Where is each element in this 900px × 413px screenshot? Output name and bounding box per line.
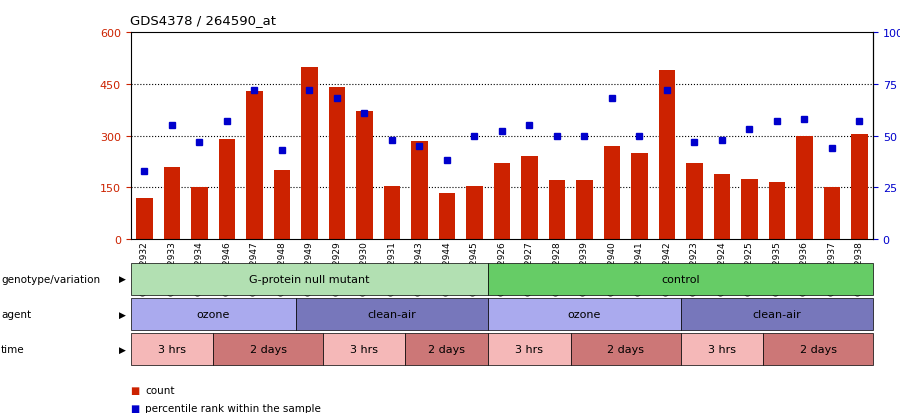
Bar <box>824 188 840 240</box>
Text: control: control <box>662 274 700 284</box>
Text: ozone: ozone <box>196 309 230 319</box>
Text: time: time <box>1 344 24 354</box>
Text: 3 hrs: 3 hrs <box>158 344 185 354</box>
Text: 2 days: 2 days <box>428 344 465 354</box>
Text: ■: ■ <box>130 403 140 413</box>
Text: GDS4378 / 264590_at: GDS4378 / 264590_at <box>130 14 276 27</box>
Bar <box>301 67 318 240</box>
Text: 2 days: 2 days <box>607 344 644 354</box>
Bar <box>274 171 290 240</box>
Bar <box>521 157 537 240</box>
Bar <box>191 188 208 240</box>
Bar <box>493 164 510 240</box>
Text: ▶: ▶ <box>119 345 126 354</box>
Bar <box>164 167 180 240</box>
Bar <box>356 112 373 240</box>
Bar <box>686 164 703 240</box>
Text: clean-air: clean-air <box>367 309 416 319</box>
Bar <box>769 183 785 240</box>
Text: percentile rank within the sample: percentile rank within the sample <box>145 403 320 413</box>
Text: 3 hrs: 3 hrs <box>707 344 735 354</box>
Bar <box>438 193 455 240</box>
Text: clean-air: clean-air <box>752 309 801 319</box>
Bar <box>328 88 345 240</box>
Text: 2 days: 2 days <box>249 344 286 354</box>
Bar <box>604 147 620 240</box>
Bar <box>383 186 400 240</box>
Text: agent: agent <box>1 309 31 319</box>
Bar <box>411 142 428 240</box>
Text: count: count <box>145 385 175 395</box>
Bar <box>714 174 730 240</box>
Bar <box>796 136 813 240</box>
Bar <box>851 135 868 240</box>
Bar <box>741 179 758 240</box>
Text: genotype/variation: genotype/variation <box>1 274 100 284</box>
Bar <box>576 181 592 240</box>
Text: 3 hrs: 3 hrs <box>515 344 544 354</box>
Bar <box>246 92 263 240</box>
Text: 3 hrs: 3 hrs <box>350 344 378 354</box>
Bar <box>466 186 482 240</box>
Bar <box>136 198 152 240</box>
Bar <box>548 181 565 240</box>
Text: ■: ■ <box>130 385 140 395</box>
Bar <box>219 140 235 240</box>
Bar <box>659 71 675 240</box>
Text: G-protein null mutant: G-protein null mutant <box>249 274 370 284</box>
Text: ▶: ▶ <box>119 310 126 319</box>
Text: 2 days: 2 days <box>799 344 836 354</box>
Text: ▶: ▶ <box>119 275 126 284</box>
Bar <box>631 154 647 240</box>
Text: ozone: ozone <box>568 309 601 319</box>
